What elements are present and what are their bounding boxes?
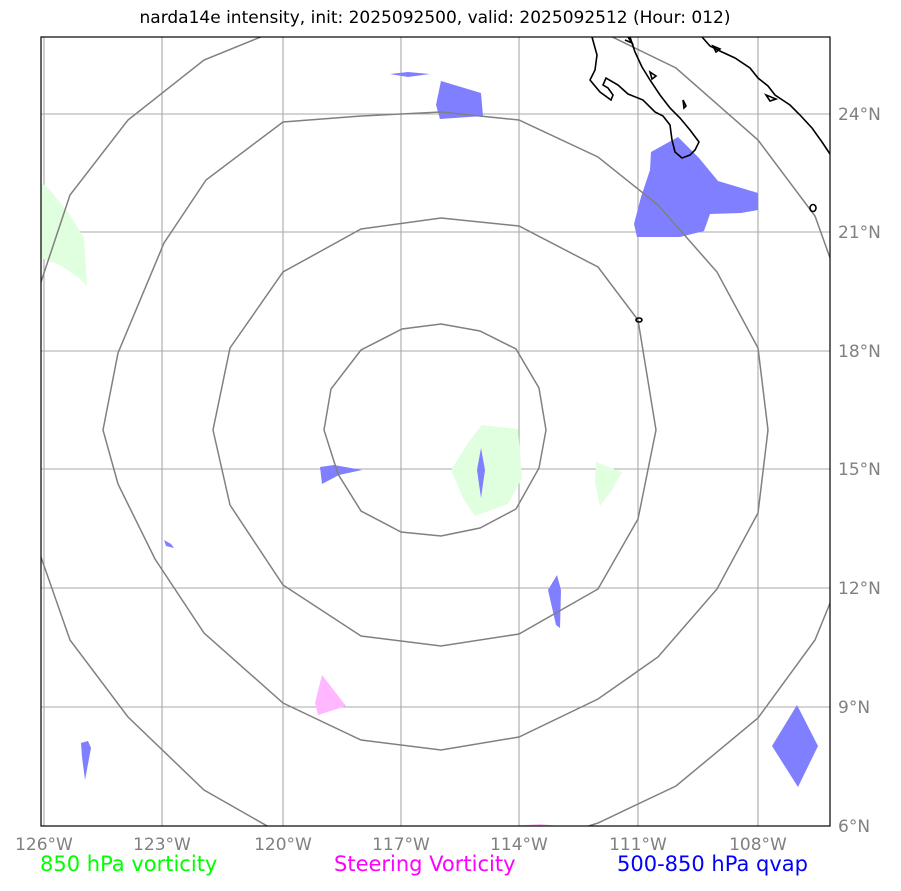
qvap-region-north-sliver [390, 72, 430, 77]
lat-tick-labels: 24°N 21°N 18°N 15°N 12°N 9°N 6°N [838, 105, 881, 837]
lat-label-21n: 21°N [838, 223, 881, 243]
steering-vorticity-fields [315, 675, 560, 826]
lon-label-111w: 111°W [609, 835, 667, 855]
lon-label-126w: 126°W [15, 835, 73, 855]
qvap-region-northeast [634, 137, 758, 237]
map-frame [40, 36, 831, 827]
qvap-region-west-small [164, 540, 174, 548]
range-ring-4 [41, 37, 830, 826]
coastline [589, 37, 830, 323]
qvap-region-center [477, 448, 485, 498]
mainland-mexico-coast [701, 37, 830, 155]
graticule [41, 37, 830, 826]
lat-label-6n: 6°N [838, 817, 870, 837]
map-title: narda14e intensity, init: 2025092500, va… [139, 8, 731, 28]
qvap-region-north [436, 81, 483, 119]
qvap-region-southwest [81, 741, 91, 780]
lat-label-12n: 12°N [838, 579, 881, 599]
legend-qvap: 500-850 hPa qvap [617, 852, 808, 876]
legend-850-vorticity: 850 hPa vorticity [40, 852, 218, 876]
vorticity-850-fields [41, 182, 622, 516]
qvap-fields [81, 72, 818, 787]
gulf-island-small [682, 99, 687, 110]
lon-label-123w: 123°W [133, 835, 191, 855]
vorticity-region-west [41, 182, 87, 286]
island-marias [809, 203, 817, 213]
lon-tick-labels: 126°W 123°W 120°W 117°W 114°W 111°W 108°… [15, 835, 787, 855]
lat-label-9n: 9°N [838, 698, 870, 718]
gulf-island-b [763, 93, 779, 102]
lon-label-117w: 117°W [372, 835, 430, 855]
baja-california-coast [589, 37, 700, 159]
lat-label-18n: 18°N [838, 342, 881, 362]
qvap-region-south-center [548, 575, 561, 628]
range-ring-1 [323, 323, 547, 537]
legend-steering-vorticity: Steering Vorticity [334, 852, 516, 876]
lat-label-24n: 24°N [838, 105, 881, 125]
range-rings [41, 37, 830, 826]
qvap-region-southeast [772, 705, 818, 787]
gulf-island-north [624, 37, 635, 45]
lon-label-114w: 114°W [490, 835, 548, 855]
lon-label-120w: 120°W [254, 835, 312, 855]
steering-region-southwest [315, 675, 346, 715]
gulf-island-a [711, 44, 722, 54]
map-plot-area [41, 37, 830, 826]
range-ring-3 [102, 111, 769, 751]
lon-label-108w: 108°W [729, 835, 787, 855]
qvap-region-west-center [320, 465, 362, 484]
vorticity-region-center [451, 425, 522, 516]
gulf-island-mid [648, 70, 658, 81]
vorticity-region-east [595, 462, 622, 506]
lat-label-15n: 15°N [838, 460, 881, 480]
range-ring-2 [212, 217, 657, 647]
island-revillagigedo [635, 317, 643, 323]
